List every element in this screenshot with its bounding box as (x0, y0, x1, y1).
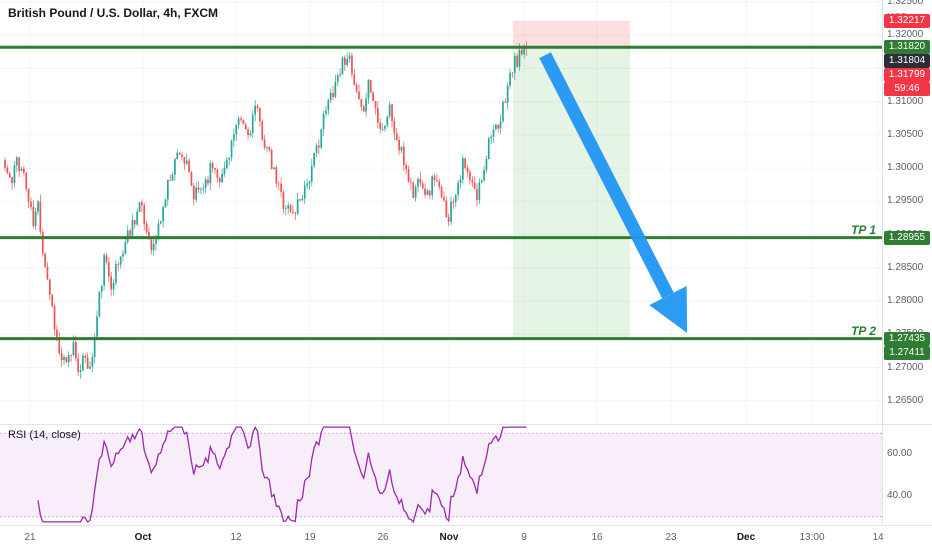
chart-title[interactable]: British Pound / U.S. Dollar, 4h, FXCM (8, 6, 219, 20)
down-arrow[interactable] (539, 52, 688, 333)
candlesticks (4, 41, 528, 379)
price-badge-131799: 1.31799 (884, 68, 930, 82)
price-tick-label: 1.28000 (887, 295, 924, 307)
price-badge-132217: 1.32217 (884, 14, 930, 28)
rsi-tick-label: 40.00 (887, 489, 913, 501)
price-badge-127411: 1.27411 (884, 346, 930, 360)
rsi-indicator-label[interactable]: RSI (14, close) (8, 429, 81, 441)
time-tick-label: 16 (591, 532, 603, 543)
time-tick-label: Dec (736, 532, 756, 543)
time-tick-label: 12 (230, 532, 242, 543)
time-tick-label: Nov (439, 532, 459, 543)
rsi-line (37, 426, 527, 524)
price-tick-label: 1.30500 (887, 128, 924, 140)
main-chart-pane[interactable] (0, 0, 882, 424)
price-tick-label: 1.32500 (887, 0, 924, 7)
tp1-label[interactable]: TP 1 (851, 222, 876, 237)
price-badge-5946: 59:46 (884, 82, 930, 96)
price-badge-127435: 1.27435 (884, 332, 930, 346)
time-tick-label: 19 (304, 532, 316, 543)
time-tick-label: 23 (665, 532, 677, 543)
pane-separator[interactable] (0, 424, 932, 425)
time-tick-label: Oct (134, 532, 152, 543)
price-tick-label: 1.26500 (887, 394, 924, 406)
time-axis[interactable]: 21 Oct 12 19 26 Nov 9 16 23 Dec 13:00 14 (0, 525, 932, 550)
price-badge-128955: 1.28955 (884, 231, 930, 245)
price-tick-label: 1.30000 (887, 162, 924, 174)
price-tick-label: 1.27000 (887, 361, 924, 373)
time-tick-label: 26 (377, 532, 389, 543)
price-tick-label: 1.28500 (887, 261, 924, 273)
price-badge-131804: 1.31804 (884, 54, 930, 68)
time-tick-label: 13:00 (799, 532, 825, 543)
tp2-label[interactable]: TP 2 (851, 323, 876, 338)
time-tick-label: 14 (872, 532, 884, 543)
time-tick-label: 9 (521, 532, 527, 543)
rsi-pane[interactable] (0, 425, 882, 525)
price-badge-131820: 1.31820 (884, 40, 930, 54)
rsi-tick-label: 60.00 (887, 448, 913, 460)
price-tick-label: 1.29500 (887, 195, 924, 207)
stop-zone[interactable] (513, 20, 630, 48)
price-tick-label: 1.32000 (887, 29, 924, 41)
price-tick-label: 1.31000 (887, 95, 924, 107)
time-tick-label: 21 (24, 532, 36, 543)
price-axis-border (882, 0, 883, 550)
